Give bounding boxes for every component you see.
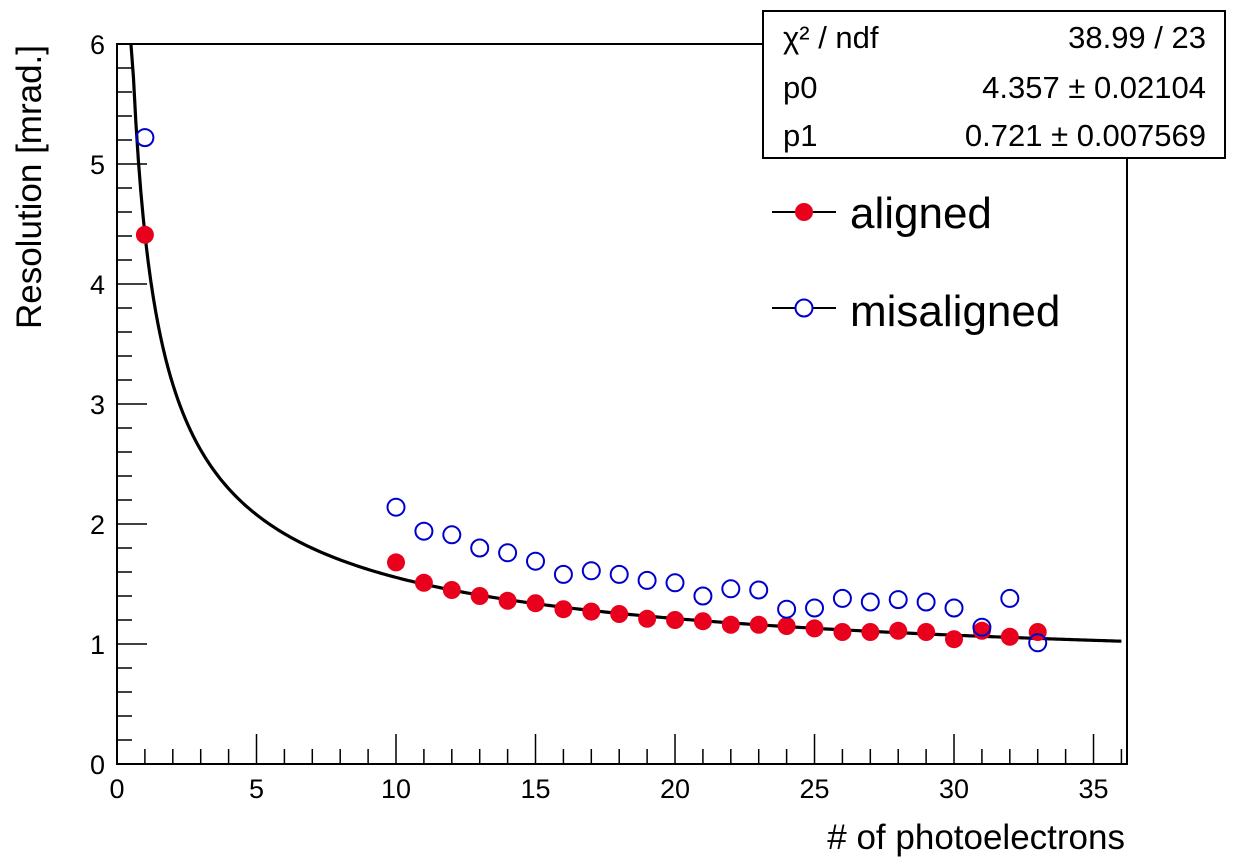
misaligned-point: [916, 592, 936, 612]
misaligned-point: [526, 551, 546, 571]
aligned-point: [582, 602, 601, 621]
aligned-point: [666, 611, 685, 629]
aligned-point: [777, 617, 796, 635]
stats-box-frame: [762, 10, 1226, 159]
misaligned-point: [609, 564, 629, 584]
y-tick-label: 3: [90, 390, 105, 420]
misaligned-point: [805, 598, 825, 618]
misaligned-point: [1028, 633, 1048, 653]
x-tick-label: 10: [381, 774, 411, 804]
aligned-point: [498, 591, 517, 610]
aligned-point: [526, 594, 545, 613]
x-tick-label: 20: [660, 774, 690, 804]
misaligned-point: [581, 561, 601, 581]
aligned-point: [805, 619, 824, 638]
misaligned-point: [944, 598, 964, 618]
aligned-point: [917, 623, 936, 641]
stats-box: χ² / ndf 38.99 / 23 p0 4.357 ± 0.02104 p…: [762, 10, 1226, 159]
x-tick-label: 5: [249, 774, 264, 804]
aligned-point: [693, 612, 712, 631]
x-tick-label: 30: [939, 774, 969, 804]
aligned-point: [833, 623, 852, 641]
y-tick-label: 0: [90, 750, 105, 780]
x-tick-label: 15: [520, 774, 550, 804]
legend: aligned misaligned: [772, 189, 1060, 336]
misaligned-point: [553, 564, 573, 584]
misaligned-point: [665, 573, 685, 593]
misaligned-point: [721, 579, 741, 599]
x-axis-title: # of photoelectrons: [827, 818, 1125, 857]
aligned-point: [945, 630, 964, 649]
misaligned-point: [972, 617, 992, 637]
aligned-point: [610, 605, 629, 623]
y-tick-label: 4: [90, 270, 105, 300]
aligned-point: [554, 600, 573, 619]
stats-label-p0: p0: [783, 70, 817, 105]
y-axis-title: Resolution [mrad.]: [10, 45, 49, 329]
x-tick-label: 0: [109, 774, 124, 804]
y-tick-label: 6: [90, 30, 105, 60]
misaligned-point: [1000, 588, 1020, 608]
misaligned-point: [749, 580, 769, 600]
stats-value-p1: 0.721 ± 0.007569: [965, 118, 1206, 153]
misaligned-point: [470, 538, 490, 558]
aligned-point: [414, 573, 433, 592]
misaligned-point: [135, 128, 155, 148]
data-points: [135, 128, 1048, 653]
aligned-point: [135, 225, 154, 244]
misaligned-point: [693, 586, 713, 606]
misaligned-point: [414, 521, 434, 541]
y-tick-label: 5: [90, 150, 105, 180]
legend-label-misaligned: misaligned: [850, 287, 1060, 336]
stats-value-chi2: 38.99 / 23: [1068, 20, 1206, 55]
misaligned-point: [498, 543, 518, 563]
aligned-point: [470, 587, 489, 605]
misaligned-point: [777, 599, 797, 619]
legend-label-aligned: aligned: [850, 189, 992, 238]
misaligned-point: [832, 588, 852, 608]
aligned-point: [442, 581, 461, 599]
legend-marker-aligned: [795, 203, 813, 221]
aligned-point: [889, 621, 908, 640]
aligned-point: [1000, 627, 1019, 646]
aligned-point: [638, 609, 657, 628]
aligned-point: [861, 623, 880, 641]
stats-label-chi2: χ² / ndf: [783, 20, 879, 55]
x-tick-label: 35: [1078, 774, 1108, 804]
legend-marker-misaligned: [794, 298, 814, 318]
misaligned-point: [442, 525, 462, 545]
misaligned-point: [386, 497, 406, 517]
misaligned-point: [888, 590, 908, 610]
stats-label-p1: p1: [783, 118, 817, 153]
aligned-point: [721, 615, 740, 634]
x-tick-label: 25: [799, 774, 829, 804]
misaligned-point: [637, 570, 657, 590]
axis-ticks: [116, 43, 1123, 765]
misaligned-point: [860, 592, 880, 612]
aligned-point: [749, 615, 768, 634]
tick-labels: 0 5 10 15 20 25 30 35 0 1 2 3 4 5 6: [90, 30, 1109, 804]
y-tick-label: 1: [90, 630, 105, 660]
stats-value-p0: 4.357 ± 0.02104: [982, 70, 1206, 105]
aligned-point: [387, 553, 406, 572]
y-tick-label: 2: [90, 510, 105, 540]
